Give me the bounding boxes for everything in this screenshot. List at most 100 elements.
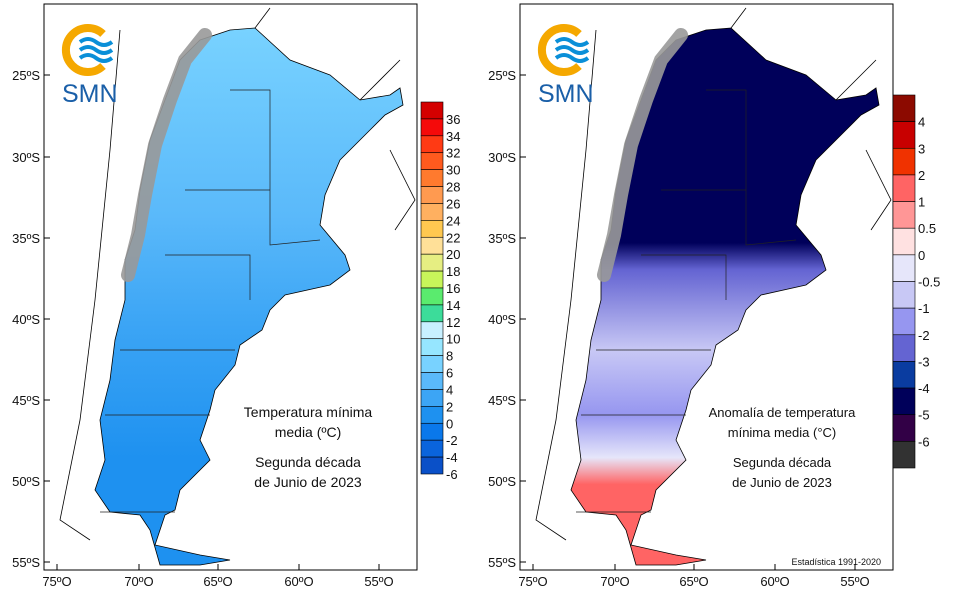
legend-label: 0 (918, 248, 925, 263)
logo-sun-icon (61, 24, 106, 76)
latitude-label: 40ºS (12, 312, 40, 327)
legend-label: 26 (446, 196, 460, 211)
longitude-label: 55ºO (364, 574, 393, 589)
longitude-label: 70ºO (124, 574, 153, 589)
map-period: Segunda década (733, 455, 832, 470)
legend-label: 3 (918, 141, 925, 156)
legend-label: 14 (446, 298, 460, 313)
legend-swatch (420, 253, 444, 272)
legend-swatch (420, 422, 444, 441)
legend-swatch (420, 439, 444, 458)
legend-swatch (420, 270, 444, 289)
legend-label: 16 (446, 281, 460, 296)
legend-swatch (420, 186, 444, 204)
legend-label: 28 (446, 180, 460, 195)
legend-swatch (892, 94, 916, 122)
logo-text: SMN (62, 80, 118, 108)
map-title: mínima media (°C) (728, 425, 837, 440)
legend-swatch (420, 101, 444, 120)
legend-swatch (420, 203, 444, 221)
legend-label: 0.5 (918, 221, 936, 236)
legend-label: 1 (918, 195, 925, 210)
map-period: de Junio de 2023 (732, 475, 832, 490)
map-title: Temperatura mínima (244, 404, 373, 420)
legend-swatch (420, 389, 444, 407)
latitude-label: 30ºS (488, 150, 516, 165)
legend-swatch (420, 152, 444, 170)
legend-label: -5 (918, 408, 930, 423)
legend-label: 10 (446, 332, 460, 347)
neighbor-borders (730, 7, 892, 231)
legend-label: 18 (446, 264, 460, 279)
map-period: de Junio de 2023 (254, 474, 362, 490)
legend-label: -6 (446, 467, 458, 482)
latitude-label: 35ºS (488, 231, 516, 246)
legend-swatch (892, 147, 916, 176)
legend-swatch (892, 414, 916, 442)
longitude-label: 60ºO (760, 574, 789, 589)
logo-wave-icon (78, 37, 114, 47)
chile-border (535, 29, 597, 541)
legend-swatch (892, 174, 916, 202)
province-borders (100, 89, 321, 513)
legend-label: -3 (918, 354, 930, 369)
legend-swatch (420, 456, 444, 475)
legend-swatch (420, 304, 444, 323)
legend-label: 34 (446, 129, 460, 144)
legend-label: 8 (446, 349, 453, 364)
legend-swatch (420, 338, 444, 356)
legend-swatch (892, 307, 916, 336)
legend-label: 12 (446, 315, 460, 330)
latitude-label: 25ºS (488, 68, 516, 83)
latitude-label: 45ºS (488, 393, 516, 408)
longitude-label: 75ºO (518, 574, 547, 589)
legend-swatch (420, 169, 444, 187)
map-period: Segunda década (255, 454, 361, 470)
province-borders (576, 89, 797, 513)
legend-swatch (420, 355, 444, 373)
legend-label: -1 (918, 301, 930, 316)
longitude-label: 75ºO (42, 574, 71, 589)
legend-swatch (420, 236, 444, 255)
legend-swatch (892, 121, 916, 149)
longitude-label: 60ºO (284, 574, 313, 589)
legend-label: 2 (446, 399, 453, 414)
legend-swatch (892, 334, 916, 362)
legend-label: -2 (446, 433, 458, 448)
longitude-label: 65ºO (203, 574, 232, 589)
legend-swatch (892, 227, 916, 256)
chile-border (59, 29, 121, 541)
legend-swatch (420, 372, 444, 390)
logo-wave-icon (78, 53, 114, 63)
legend-swatch (420, 406, 444, 424)
legend-swatch (420, 287, 444, 306)
legend-label: 6 (446, 366, 453, 381)
legend-swatch (420, 135, 444, 154)
latitude-label: 50ºS (488, 474, 516, 489)
logo-wave-icon (78, 45, 114, 55)
legend-swatch (892, 361, 916, 389)
legend-label: 2 (918, 168, 925, 183)
logo-wave-icon (554, 45, 590, 55)
legend-swatch (892, 281, 916, 309)
legend-label: 0 (446, 416, 453, 431)
longitude-label: 70ºO (600, 574, 629, 589)
legend-swatch (892, 254, 916, 282)
legend-label: -4 (918, 381, 930, 396)
logo-sun-icon (537, 24, 582, 76)
latitude-label: 35ºS (12, 231, 40, 246)
legend-label: -2 (918, 328, 930, 343)
legend-swatch (420, 321, 444, 340)
logo-wave-icon (554, 37, 590, 47)
legend-label: 24 (446, 213, 460, 228)
legend-swatch (420, 118, 444, 137)
legend-label: 36 (446, 112, 460, 127)
legend-label: -0.5 (918, 275, 940, 290)
legend-label: 20 (446, 247, 460, 262)
longitude-label: 65ºO (679, 574, 708, 589)
longitude-label: 55ºO (840, 574, 869, 589)
latitude-label: 25ºS (12, 68, 40, 83)
